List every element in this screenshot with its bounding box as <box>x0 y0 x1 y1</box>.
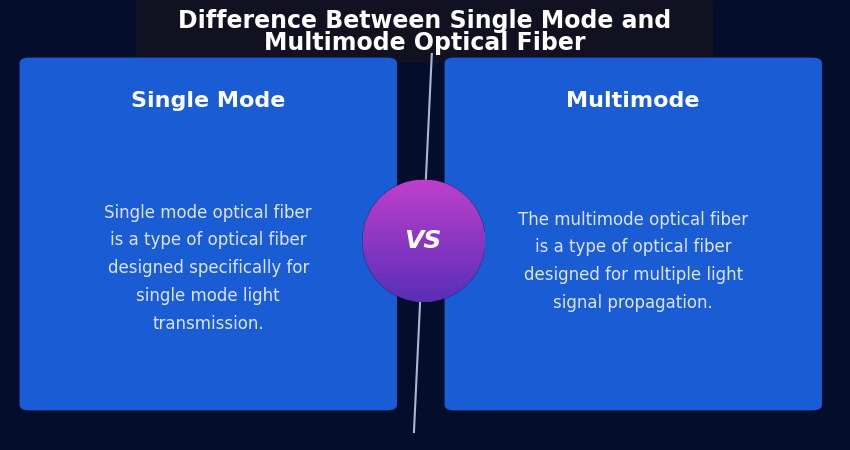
Text: Single Mode: Single Mode <box>131 91 286 111</box>
FancyBboxPatch shape <box>20 58 397 410</box>
Text: The multimode optical fiber
is a type of optical fiber
designed for multiple lig: The multimode optical fiber is a type of… <box>518 211 748 312</box>
FancyBboxPatch shape <box>445 58 822 410</box>
Text: Multimode Optical Fiber: Multimode Optical Fiber <box>264 32 586 55</box>
FancyBboxPatch shape <box>136 0 714 63</box>
Text: Multimode: Multimode <box>566 91 700 111</box>
Text: Single mode optical fiber
is a type of optical fiber
designed specifically for
s: Single mode optical fiber is a type of o… <box>105 203 312 333</box>
Text: VS: VS <box>405 229 441 253</box>
Text: Difference Between Single Mode and: Difference Between Single Mode and <box>178 9 672 33</box>
